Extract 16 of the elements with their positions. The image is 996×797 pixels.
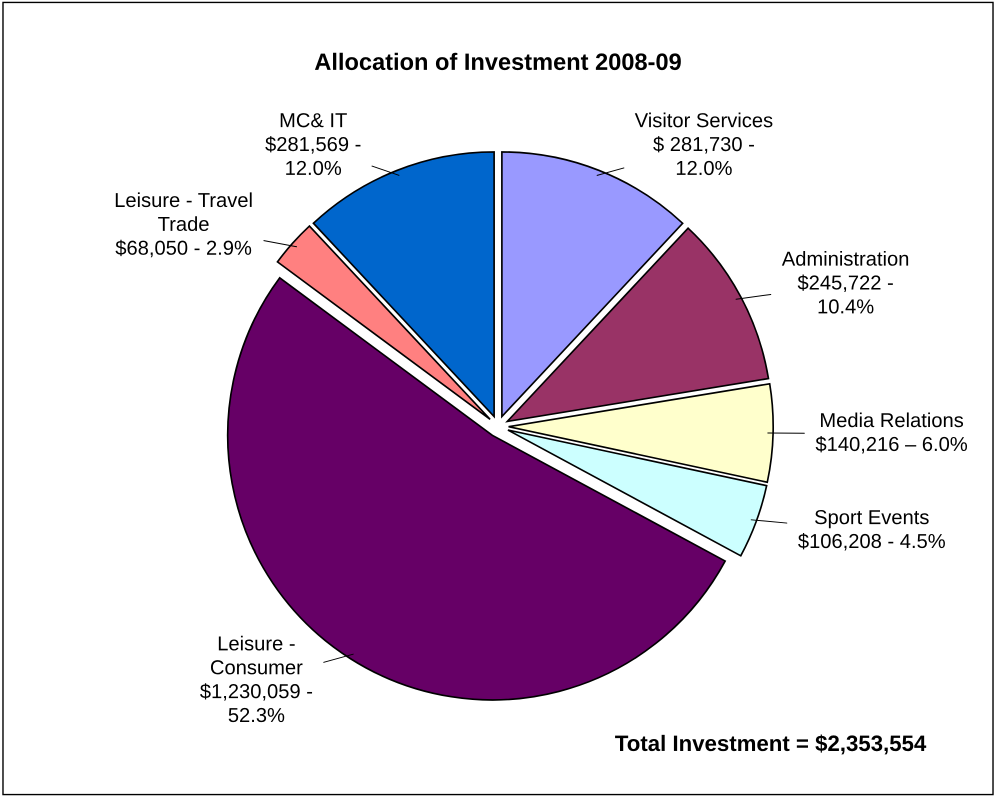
text: Total Investment = $2,353,554 — [615, 734, 926, 754]
data-label: $ 281,730 - 12.0% — [653, 136, 754, 176]
data-label: $281,569 - 12.0% — [265, 136, 360, 176]
slice-label: Administration — [782, 250, 908, 266]
data-label: $140,216 – 6.0% — [816, 436, 968, 454]
chart-title: Allocation of Investment 2008-09 — [314, 52, 681, 70]
slice-label: Leisure - Travel Trade — [116, 192, 252, 232]
slice-label: Media Relations — [821, 412, 964, 428]
data-label: $68,050 - 2.9% — [116, 240, 252, 258]
slice-label: Leisure - Consumer — [210, 636, 302, 674]
data-label: $106,208 - 4.5% — [798, 533, 945, 551]
slice-label: MC& IT — [280, 113, 347, 128]
slice-label: Sport Events — [815, 510, 929, 528]
data-label: $245,722 - 10.4% — [798, 274, 893, 314]
slice-label: Visitor Services — [634, 112, 772, 128]
data-label: $1,230,059 - 52.3% — [200, 683, 312, 722]
